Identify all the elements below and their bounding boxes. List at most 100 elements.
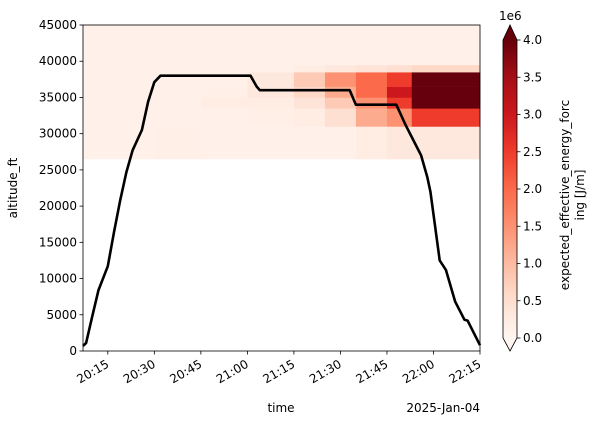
heatmap-cell xyxy=(154,97,202,109)
heatmap-cell xyxy=(293,86,326,98)
x-tick-label: 20:30 xyxy=(121,357,158,386)
heatmap-cell xyxy=(154,86,202,98)
y-tick-label: 45000 xyxy=(39,18,77,32)
colorbar xyxy=(503,40,517,338)
heatmap-cell xyxy=(247,108,295,127)
x-tick-label: 21:15 xyxy=(260,357,297,386)
colorbar-tick-label: 0.5 xyxy=(523,294,542,308)
y-tick-label: 25000 xyxy=(39,163,77,177)
heatmap-cell xyxy=(247,72,295,87)
flight-line xyxy=(82,74,482,347)
heatmap-cell xyxy=(83,64,155,73)
heatmap-cell xyxy=(293,126,326,160)
heatmap-cell xyxy=(386,97,413,109)
colorbar-tick-label: 4.0 xyxy=(523,33,542,47)
heatmap-cell xyxy=(293,108,326,127)
plot-area xyxy=(82,25,482,347)
x-offset-label: 2025-Jan-04 xyxy=(406,401,480,415)
colorbar-extend-min xyxy=(503,338,517,351)
heatmap-cell xyxy=(386,64,413,73)
x-tick-label: 22:15 xyxy=(447,357,484,386)
colorbar-tick-label: 0.0 xyxy=(523,331,542,345)
y-tick-label: 15000 xyxy=(39,235,77,249)
heatmap-cell xyxy=(83,72,155,87)
x-tick-label: 22:00 xyxy=(400,357,437,386)
heatmap-cell xyxy=(247,126,295,160)
heatmap-cell xyxy=(293,97,326,109)
x-axis-label: time xyxy=(267,401,294,415)
colorbar-extend-max xyxy=(503,25,517,40)
heatmap-cell xyxy=(247,97,295,109)
colorbar-label: expected_effective_energy_forc xyxy=(558,100,572,290)
y-tick-label: 40000 xyxy=(39,54,77,68)
heatmap-cell xyxy=(247,64,295,73)
colorbar-offset-label: 1e6 xyxy=(499,9,522,23)
heatmap-cell xyxy=(200,126,248,160)
heatmap-cell xyxy=(247,86,295,98)
heatmap-cell xyxy=(411,72,481,87)
heatmap-cell xyxy=(386,25,413,66)
colorbar-tick-label: 3.5 xyxy=(523,70,542,84)
heatmap-cell xyxy=(154,126,202,160)
x-tick-label: 20:45 xyxy=(167,357,204,386)
x-tick-label: 21:45 xyxy=(353,357,390,386)
heatmap-cell xyxy=(293,25,326,66)
heatmap-cell xyxy=(324,25,357,66)
y-tick-label: 30000 xyxy=(39,127,77,141)
heatmap-cell xyxy=(411,64,481,73)
heatmap-cell xyxy=(411,25,481,66)
heatmap-cell xyxy=(200,108,248,127)
y-tick-label: 5000 xyxy=(46,308,77,322)
heatmap-cell xyxy=(154,64,202,73)
heatmap-cell xyxy=(355,72,388,87)
heatmap-cell xyxy=(200,97,248,109)
y-tick-label: 20000 xyxy=(39,199,77,213)
heatmap-cell xyxy=(324,72,357,87)
heatmap-cell xyxy=(200,25,248,66)
x-tick-label: 21:30 xyxy=(307,357,344,386)
heatmap-cell xyxy=(355,86,388,98)
heatmap-cell xyxy=(324,97,357,109)
x-tick-label: 21:00 xyxy=(214,357,251,386)
heatmap-cell xyxy=(355,25,388,66)
heatmap-cell xyxy=(200,64,248,73)
heatmap-cell xyxy=(83,86,155,98)
heatmap-cell xyxy=(355,108,388,127)
heatmap-cell xyxy=(293,64,326,73)
heatmap-cell xyxy=(355,97,388,109)
heatmap-cell xyxy=(293,72,326,87)
heatmap-cell xyxy=(83,97,155,109)
heatmap-cell xyxy=(411,108,481,127)
y-tick-label: 10000 xyxy=(39,272,77,286)
colorbar-tick-label: 2.0 xyxy=(523,182,542,196)
heatmap-cell xyxy=(200,86,248,98)
heatmap-cell xyxy=(386,86,413,98)
y-axis-label: altitude_ft xyxy=(6,157,20,218)
heatmap-cell xyxy=(411,97,481,109)
heatmap-cell xyxy=(411,86,481,98)
colorbar-tick-label: 1.5 xyxy=(523,219,542,233)
heatmap-cell xyxy=(83,25,155,66)
heatmap-cell xyxy=(154,108,202,127)
plot-frame xyxy=(82,24,481,352)
heatmap-cell xyxy=(355,64,388,73)
heatmap-cell xyxy=(200,72,248,87)
y-tick-label: 35000 xyxy=(39,90,77,104)
heatmap-cell xyxy=(324,64,357,73)
heatmap-cell xyxy=(411,126,481,160)
heatmap-cell xyxy=(324,126,357,160)
colorbar-tick-label: 1.0 xyxy=(523,257,542,271)
heatmap-cell xyxy=(83,108,155,127)
heatmap-cell xyxy=(83,126,155,160)
heatmap-cell xyxy=(324,108,357,127)
heatmap-cell xyxy=(386,108,413,127)
heatmap-cell xyxy=(324,86,357,98)
heatmap-cell xyxy=(154,25,202,66)
colorbar-tick-label: 3.0 xyxy=(523,108,542,122)
y-tick-label: 0 xyxy=(69,344,77,358)
heatmap-cell xyxy=(247,25,295,66)
colorbar-tick-label: 2.5 xyxy=(523,145,542,159)
heatmap-cell xyxy=(355,126,388,160)
